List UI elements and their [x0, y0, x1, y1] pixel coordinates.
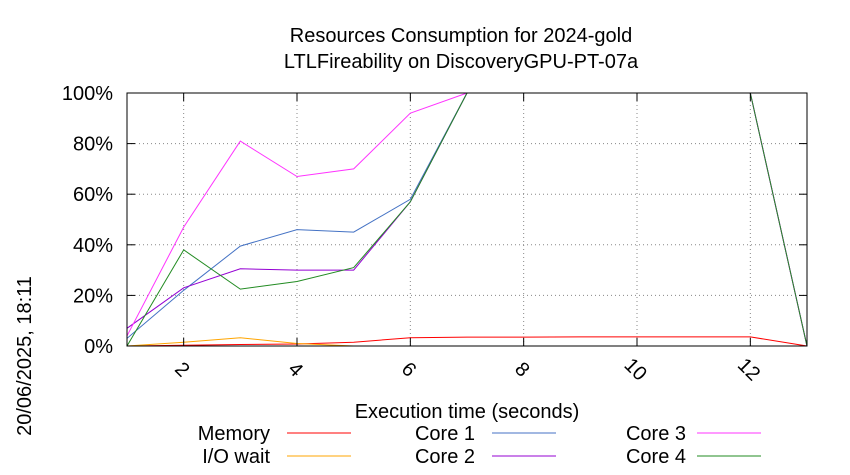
legend-item-core-2: Core 2: [415, 446, 556, 468]
x-tick-label: 2: [170, 358, 193, 381]
y-tick-label: 40%: [73, 235, 113, 257]
date-stamp: 20/06/2025, 18:11: [14, 276, 36, 436]
legend-item-i-o-wait: I/O wait: [202, 446, 351, 468]
legend-item-core-3: Core 3: [626, 423, 761, 445]
x-tick-label: 10: [620, 354, 651, 385]
x-axis-label: Execution time (seconds): [355, 401, 580, 423]
chart-title-line2: LTLFireability on DiscoveryGPU-PT-07a: [284, 51, 639, 73]
legend-label: Core 4: [626, 446, 686, 468]
y-tick-label: 100%: [62, 83, 113, 105]
series-line-core-4: [126, 92, 808, 347]
series-line-memory: [126, 336, 808, 347]
series-line-core-2: [126, 92, 808, 347]
legend-item-memory: Memory: [198, 423, 351, 445]
legend-label: Core 2: [415, 446, 475, 468]
legend-label: I/O wait: [202, 446, 270, 468]
series-lines: [126, 92, 808, 347]
series-line-core-3: [126, 92, 808, 347]
chart-title: Resources Consumption for 2024-gold LTLF…: [284, 25, 639, 73]
y-tick-label: 80%: [73, 134, 113, 156]
x-axis-ticks: 2 4 6 8 10 12: [170, 93, 764, 385]
y-tick-label: 20%: [73, 285, 113, 307]
legend-label: Memory: [198, 423, 270, 445]
legend-item-core-1: Core 1: [415, 423, 556, 445]
legend-label: Core 3: [626, 423, 686, 445]
legend-label: Core 1: [415, 423, 475, 445]
plot-frame: [126, 92, 808, 347]
series-line-core-1: [126, 92, 808, 347]
x-tick-label: 4: [284, 358, 307, 381]
grid-lines: [127, 92, 807, 346]
y-tick-label: 60%: [73, 184, 113, 206]
x-tick-label: 12: [733, 354, 764, 385]
x-tick-label: 8: [510, 358, 533, 381]
legend-item-core-4: Core 4: [626, 446, 761, 468]
y-axis-ticks: 0% 20% 40% 60% 80% 100%: [62, 83, 807, 358]
x-tick-label: 6: [397, 358, 420, 381]
y-tick-label: 0%: [84, 336, 113, 358]
chart-title-line1: Resources Consumption for 2024-gold: [290, 25, 632, 47]
